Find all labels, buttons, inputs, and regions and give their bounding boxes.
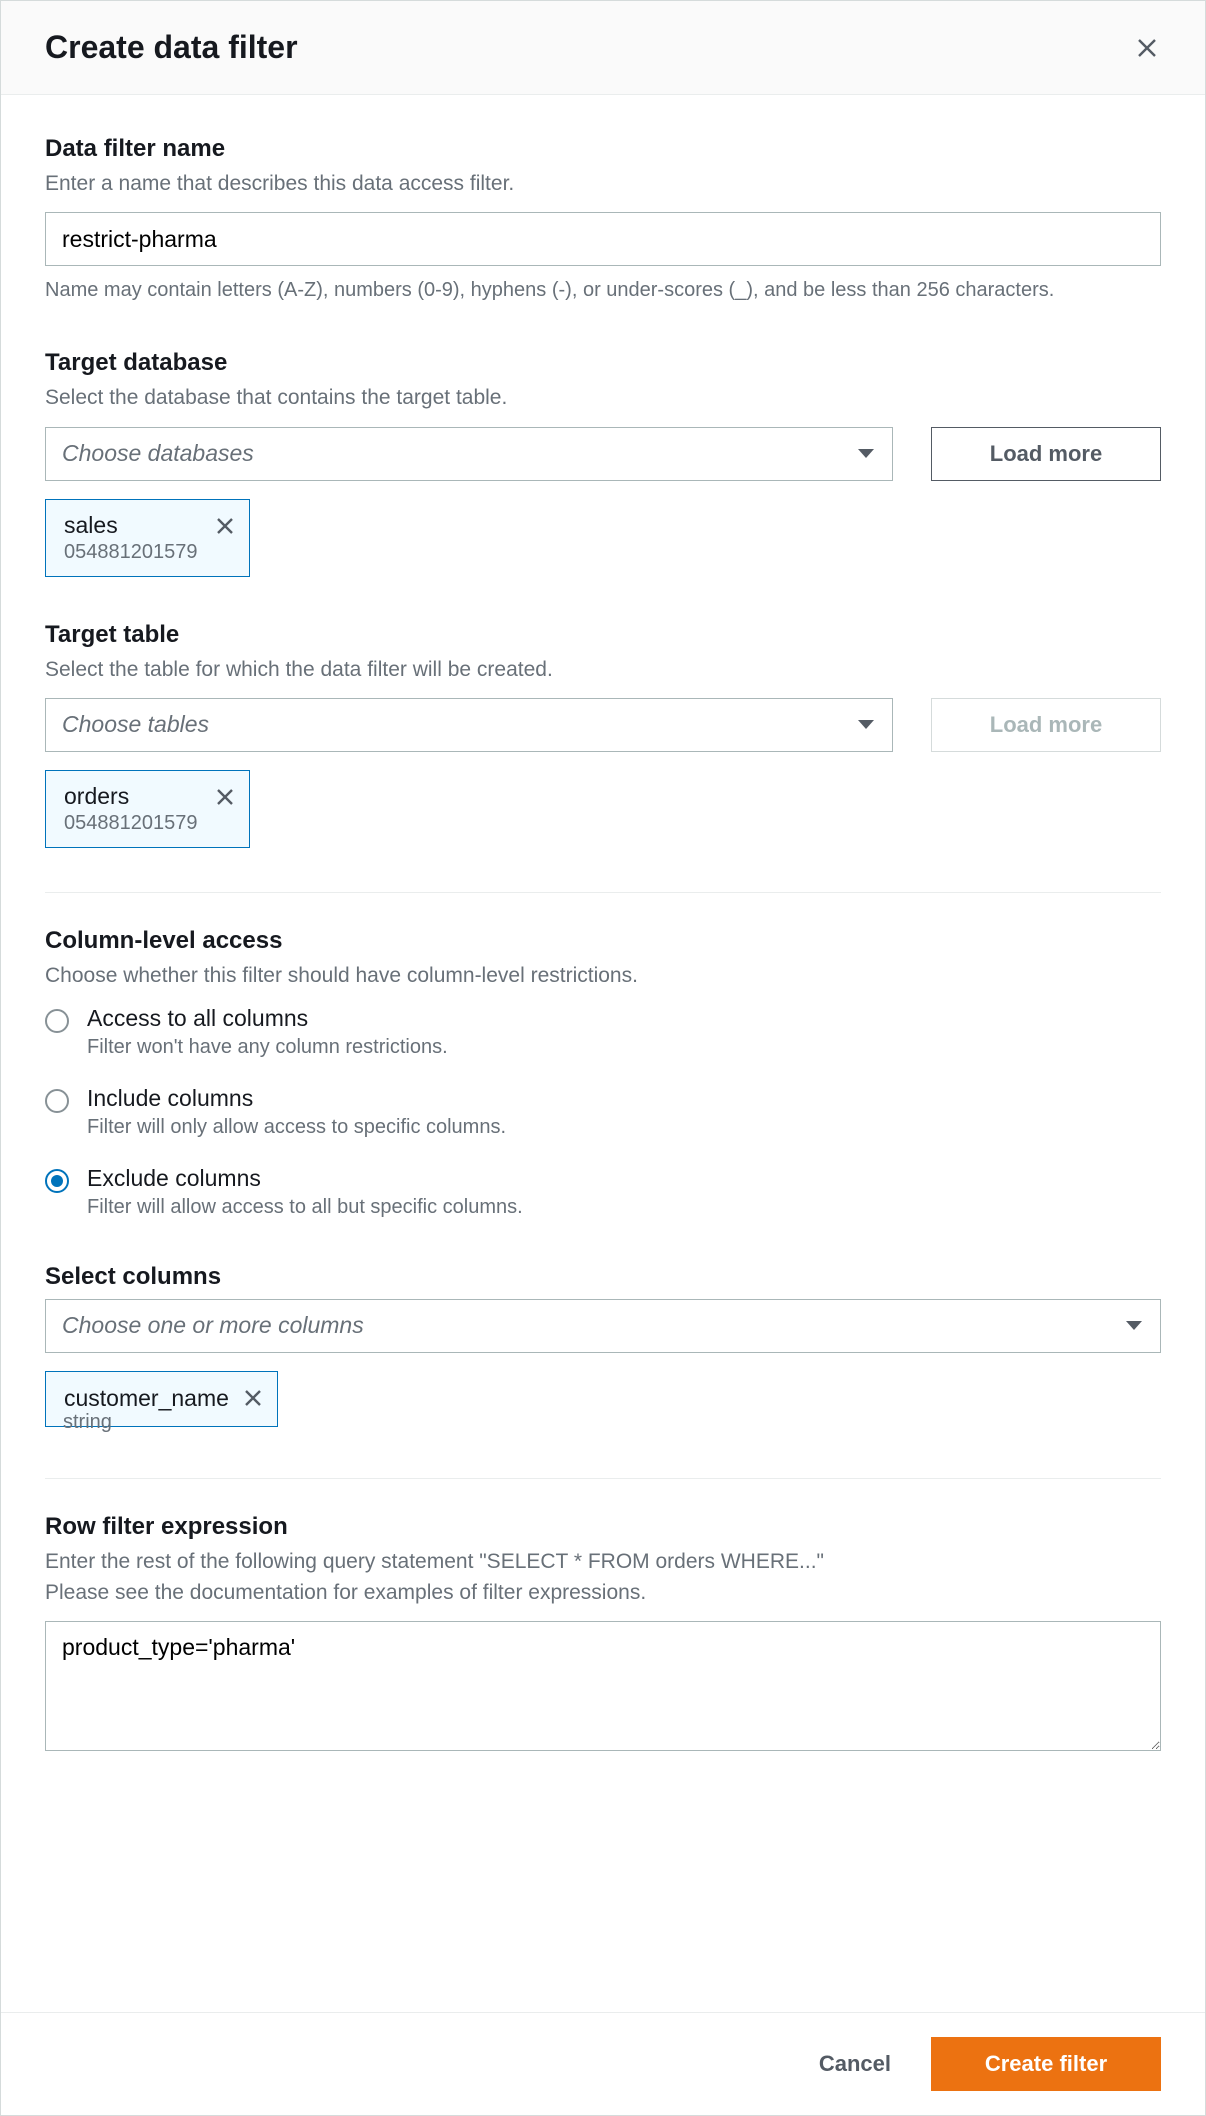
modal-body: Data filter name Enter a name that descr… bbox=[1, 95, 1205, 2012]
radio-include-columns[interactable]: Include columns Filter will only allow a… bbox=[45, 1085, 1161, 1139]
database-tag-account: 054881201579 bbox=[64, 541, 197, 564]
row-filter-label: Row filter expression bbox=[45, 1513, 1161, 1541]
close-icon bbox=[215, 787, 235, 807]
database-tag-remove[interactable] bbox=[215, 512, 235, 542]
database-load-more-button[interactable]: Load more bbox=[931, 427, 1161, 481]
target-database-desc: Select the database that contains the ta… bbox=[45, 383, 1161, 412]
column-tag-remove[interactable] bbox=[243, 1384, 263, 1414]
select-columns-label: Select columns bbox=[45, 1263, 1161, 1291]
radio-label: Exclude columns bbox=[87, 1165, 523, 1192]
select-columns-section: Select columns Choose one or more column… bbox=[45, 1263, 1161, 1434]
close-icon bbox=[1135, 36, 1159, 60]
close-icon bbox=[243, 1388, 263, 1408]
radio-icon bbox=[45, 1169, 69, 1193]
radio-icon bbox=[45, 1009, 69, 1033]
table-select-placeholder: Choose tables bbox=[45, 698, 893, 752]
columns-select-placeholder: Choose one or more columns bbox=[45, 1299, 1161, 1353]
columns-select[interactable]: Choose one or more columns bbox=[45, 1299, 1161, 1353]
target-database-section: Target database Select the database that… bbox=[45, 349, 1161, 576]
row-filter-desc1: Enter the rest of the following query st… bbox=[45, 1547, 1161, 1576]
filter-name-help: Name may contain letters (A-Z), numbers … bbox=[45, 276, 1161, 305]
radio-desc: Filter will allow access to all but spec… bbox=[87, 1196, 523, 1219]
target-table-desc: Select the table for which the data filt… bbox=[45, 655, 1161, 684]
column-access-radio-group: Access to all columns Filter won't have … bbox=[45, 1005, 1161, 1219]
database-tag-name: sales bbox=[64, 512, 197, 539]
radio-all-columns[interactable]: Access to all columns Filter won't have … bbox=[45, 1005, 1161, 1059]
create-data-filter-modal: Create data filter Data filter name Ente… bbox=[0, 0, 1206, 2116]
cancel-button[interactable]: Cancel bbox=[797, 2037, 913, 2091]
modal-footer: Cancel Create filter bbox=[1, 2012, 1205, 2115]
database-select[interactable]: Choose databases bbox=[45, 427, 893, 481]
row-filter-desc2: Please see the documentation for example… bbox=[45, 1578, 1161, 1607]
filter-name-label: Data filter name bbox=[45, 135, 1161, 163]
radio-exclude-columns[interactable]: Exclude columns Filter will allow access… bbox=[45, 1165, 1161, 1219]
radio-label: Include columns bbox=[87, 1085, 506, 1112]
close-button[interactable] bbox=[1133, 34, 1161, 62]
radio-desc: Filter won't have any column restriction… bbox=[87, 1036, 448, 1059]
target-database-label: Target database bbox=[45, 349, 1161, 377]
filter-name-desc: Enter a name that describes this data ac… bbox=[45, 169, 1161, 198]
target-table-label: Target table bbox=[45, 621, 1161, 649]
modal-header: Create data filter bbox=[1, 1, 1205, 95]
modal-title: Create data filter bbox=[45, 29, 298, 66]
column-access-section: Column-level access Choose whether this … bbox=[45, 927, 1161, 1218]
database-tag: sales 054881201579 bbox=[45, 499, 250, 577]
radio-desc: Filter will only allow access to specifi… bbox=[87, 1116, 506, 1139]
row-filter-input[interactable] bbox=[45, 1621, 1161, 1751]
table-tag-remove[interactable] bbox=[215, 783, 235, 813]
column-access-label: Column-level access bbox=[45, 927, 1161, 955]
table-tag-name: orders bbox=[64, 783, 197, 810]
radio-label: Access to all columns bbox=[87, 1005, 448, 1032]
database-select-placeholder: Choose databases bbox=[45, 427, 893, 481]
row-filter-section: Row filter expression Enter the rest of … bbox=[45, 1513, 1161, 1758]
table-tag-account: 054881201579 bbox=[64, 812, 197, 835]
table-select[interactable]: Choose tables bbox=[45, 698, 893, 752]
filter-name-input[interactable] bbox=[45, 212, 1161, 266]
radio-icon bbox=[45, 1089, 69, 1113]
column-tag-name: customer_name bbox=[64, 1385, 229, 1412]
close-icon bbox=[215, 516, 235, 536]
target-table-section: Target table Select the table for which … bbox=[45, 621, 1161, 848]
filter-name-section: Data filter name Enter a name that descr… bbox=[45, 135, 1161, 305]
create-filter-button[interactable]: Create filter bbox=[931, 2037, 1161, 2091]
table-load-more-button: Load more bbox=[931, 698, 1161, 752]
table-tag: orders 054881201579 bbox=[45, 770, 250, 848]
column-access-desc: Choose whether this filter should have c… bbox=[45, 961, 1161, 990]
divider bbox=[45, 892, 1161, 893]
divider bbox=[45, 1478, 1161, 1479]
